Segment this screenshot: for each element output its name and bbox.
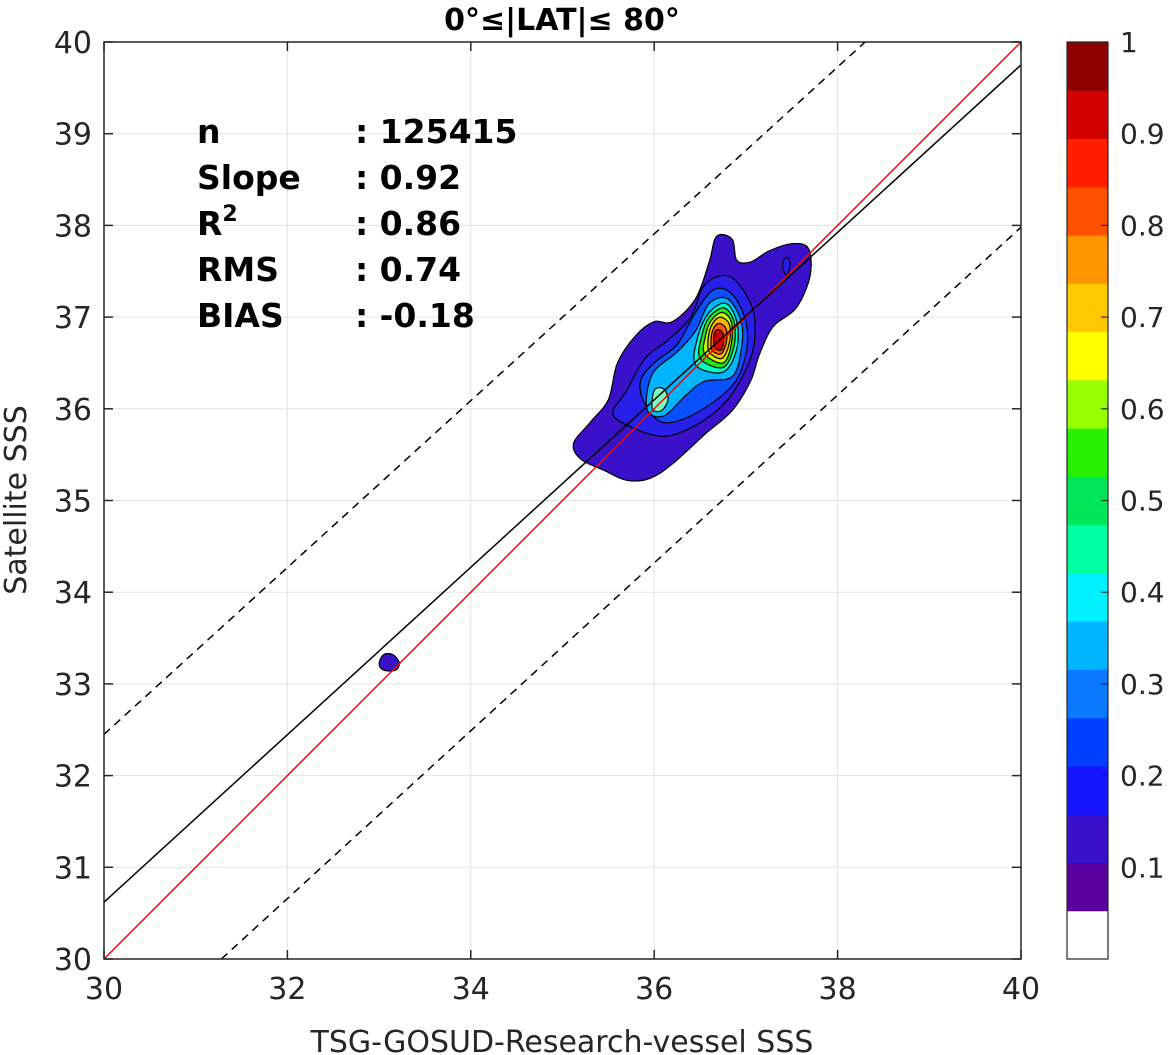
colorbar-tick-label: 0.8 [1120,209,1165,242]
x-tick-label: 38 [819,972,857,1007]
colorbar-segment [1067,331,1108,381]
colorbar-segment [1067,765,1108,815]
y-tick-label: 36 [54,393,92,428]
stat-label: R2 [197,202,238,243]
x-tick-label: 40 [1002,972,1040,1007]
colorbar-tick-label: 0.1 [1120,851,1165,884]
y-tick-label: 33 [54,668,92,703]
colorbar-segment [1067,138,1108,188]
colorbar-segment [1067,428,1108,477]
colorbar-segment [1067,186,1108,236]
stat-value: : 0.86 [355,204,461,243]
x-tick-label: 36 [635,972,673,1007]
colorbar-segment [1067,862,1108,912]
colorbar-segment [1067,42,1108,91]
y-tick-label: 37 [54,301,92,336]
colorbar-segment [1067,235,1108,284]
colorbar-segment [1067,910,1108,960]
fit-line [104,64,1021,903]
y-tick-label: 32 [54,760,92,795]
colorbar-segment [1067,524,1108,574]
y-tick-label: 38 [54,209,92,244]
axis-ticks: 30 32 34 36 38 40 30 31 32 33 34 35 36 37 38 39 40 [54,26,1040,1007]
stat-value: : 125415 [355,112,517,151]
stat-label: BIAS [197,296,284,335]
colorbar-segment [1067,621,1108,670]
identity-line [104,42,1021,959]
colorbar-segment [1067,814,1108,863]
x-tick-label: 32 [268,972,306,1007]
statistics-box: n : 125415 Slope : 0.92 R2 : 0.86 RMS : 0.74 BIA… [197,112,517,335]
y-tick-label: 35 [54,485,92,520]
colorbar-tick-label: 0.7 [1120,301,1165,334]
chart-title: 0°≤|LAT|≤ 80° [444,3,680,38]
stat-label: Slope [197,158,301,197]
stat-value: : -0.18 [355,296,475,335]
x-tick-label: 30 [85,972,123,1007]
x-tick-label: 34 [452,972,490,1007]
reference-lines [104,42,1021,959]
colorbar-segment [1067,379,1108,429]
y-tick-label: 40 [54,26,92,61]
colorbar: 0.1 0.2 0.3 0.4 0.5 0.6 0.7 0.8 0.9 1 [1066,26,1165,960]
lower-bound-line [220,226,1021,959]
colorbar-segment [1067,283,1108,333]
colorbar-tick-label: 0.5 [1120,485,1165,518]
colorbar-tick-label: 0.9 [1120,118,1165,151]
y-tick-label: 39 [54,118,92,153]
stat-label: n [197,112,221,151]
stat-value: : 0.92 [355,158,461,197]
y-tick-label: 31 [54,851,92,886]
colorbar-segment [1067,572,1108,622]
colorbar-tick-label: 0.2 [1120,760,1165,793]
y-axis-label: Satellite SSS [0,405,34,595]
upper-bound-line [104,42,866,735]
colorbar-tick-label: 0.6 [1120,393,1165,426]
density-contour [651,387,669,413]
stat-label: RMS [197,250,279,289]
colorbar-segment [1067,717,1108,767]
stat-value: : 0.74 [355,250,461,289]
colorbar-tick-label: 0.4 [1120,576,1165,609]
colorbar-tick-label: 1 [1120,26,1138,59]
density-contour [781,256,791,277]
x-axis-label: TSG-GOSUD-Research-vessel SSS [310,1025,814,1055]
y-tick-label: 34 [54,576,92,611]
colorbar-tick-label: 0.3 [1120,668,1165,701]
y-tick-label: 30 [54,943,92,978]
colorbar-segment [1067,90,1108,140]
colorbar-segment [1067,669,1108,719]
